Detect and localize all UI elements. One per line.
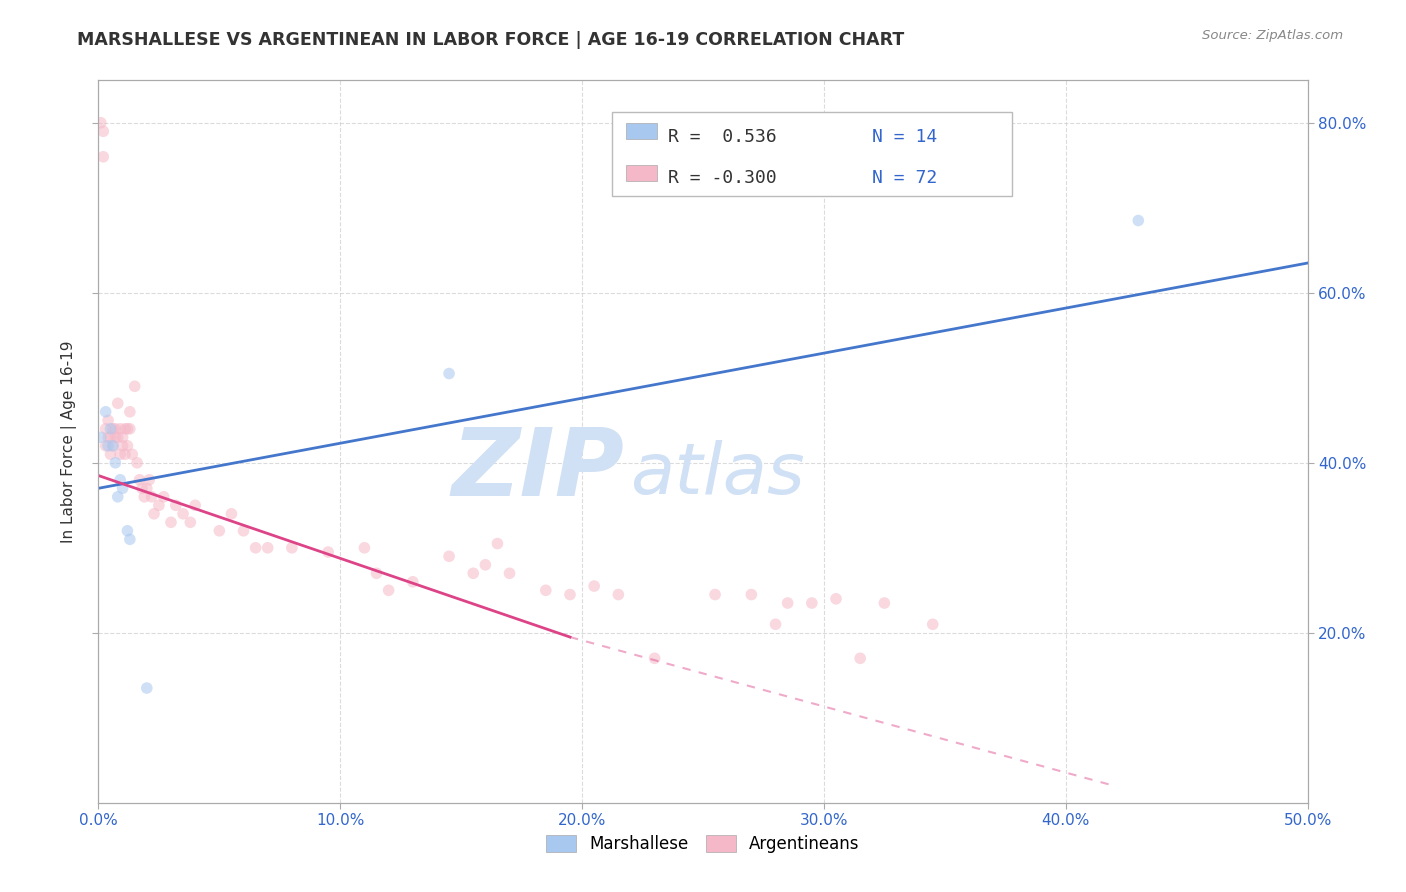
Point (776, 596, 799, 610)
Point (121, 447, 143, 461)
Point (100, 447, 122, 461)
Point (118, 405, 141, 419)
Point (873, 596, 896, 610)
Point (114, 447, 136, 461)
Point (402, 574, 425, 589)
Point (825, 591, 848, 606)
Point (101, 439, 124, 453)
Point (118, 422, 141, 436)
Point (221, 507, 243, 521)
Point (534, 583, 557, 598)
Point (245, 541, 267, 555)
Point (111, 439, 134, 453)
Text: N = 72: N = 72 (872, 169, 936, 187)
Point (152, 490, 174, 504)
Point (135, 481, 157, 495)
Point (172, 507, 194, 521)
Point (366, 566, 388, 581)
Point (849, 651, 872, 665)
Point (316, 545, 339, 559)
Point (97, 430, 120, 444)
Point (256, 541, 278, 555)
Point (141, 490, 163, 504)
Point (377, 583, 399, 598)
Point (740, 588, 762, 602)
Text: N = 14: N = 14 (872, 128, 936, 145)
Point (921, 617, 943, 632)
Point (281, 541, 304, 555)
Point (704, 588, 727, 602)
Text: R = -0.300: R = -0.300 (668, 169, 776, 187)
Point (107, 396, 129, 410)
Point (558, 588, 581, 602)
Point (800, 596, 823, 610)
Point (179, 516, 201, 530)
Text: ZIP: ZIP (451, 425, 624, 516)
Point (111, 481, 134, 495)
Point (107, 430, 129, 444)
Text: R =  0.536: R = 0.536 (668, 128, 776, 145)
Point (765, 617, 787, 632)
Point (644, 651, 666, 665)
Point (104, 422, 127, 436)
Point (128, 473, 150, 487)
Point (117, 439, 139, 453)
Point (100, 422, 122, 436)
Text: MARSHALLESE VS ARGENTINEAN IN LABOR FORCE | AGE 16-19 CORRELATION CHART: MARSHALLESE VS ARGENTINEAN IN LABOR FORC… (77, 31, 904, 49)
Point (101, 422, 124, 436)
Point (108, 473, 131, 487)
Point (97, 413, 120, 427)
Point (1128, 213, 1150, 227)
Point (463, 566, 485, 581)
Text: atlas: atlas (630, 440, 806, 508)
Point (498, 566, 520, 581)
Point (94, 439, 117, 453)
Point (165, 498, 187, 512)
Point (124, 379, 146, 393)
Legend: Marshallese, Argentineans: Marshallese, Argentineans (540, 828, 866, 860)
Point (104, 430, 127, 444)
Point (138, 473, 160, 487)
Point (184, 498, 207, 512)
Point (90, 116, 112, 130)
Point (607, 588, 630, 602)
Point (160, 516, 183, 530)
Point (94, 405, 117, 419)
Point (117, 422, 139, 436)
Point (486, 536, 509, 550)
Point (474, 558, 496, 572)
Point (135, 681, 157, 695)
Point (91, 150, 114, 164)
Point (583, 579, 606, 593)
Point (353, 541, 375, 555)
Point (101, 439, 124, 453)
Point (91, 124, 114, 138)
Point (127, 456, 149, 470)
Point (111, 430, 134, 444)
Y-axis label: In Labor Force | Age 16-19: In Labor Force | Age 16-19 (60, 340, 77, 543)
Point (114, 422, 136, 436)
Point (131, 481, 153, 495)
Point (232, 524, 254, 538)
Point (107, 490, 129, 504)
Point (118, 533, 141, 547)
Point (97, 439, 120, 453)
Point (100, 430, 122, 444)
Point (104, 456, 127, 470)
Point (108, 422, 131, 436)
Point (108, 447, 131, 461)
Point (148, 498, 170, 512)
Point (134, 490, 156, 504)
Point (94, 422, 117, 436)
Point (143, 507, 166, 521)
Point (437, 367, 460, 381)
Point (208, 524, 231, 538)
Point (90, 430, 112, 444)
Point (437, 549, 460, 564)
Text: Source: ZipAtlas.com: Source: ZipAtlas.com (1202, 29, 1343, 42)
Point (117, 524, 139, 538)
